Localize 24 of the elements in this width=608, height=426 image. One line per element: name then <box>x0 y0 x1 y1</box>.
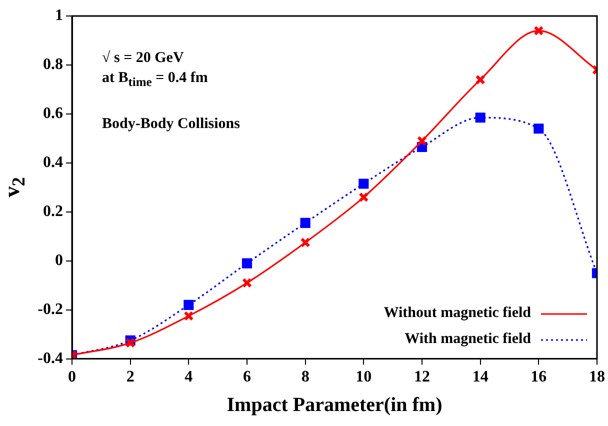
x-axis-title: Impact Parameter(in fm) <box>226 394 442 416</box>
x-tick-label: 4 <box>184 368 193 386</box>
x-tick-label: 14 <box>472 368 488 386</box>
x-tick-label: 6 <box>243 368 251 386</box>
x-tick-label: 2 <box>126 368 134 386</box>
x-tick-label: 8 <box>301 368 310 386</box>
annotation: at B$_{time}$ = 0.4 fm <box>102 70 208 90</box>
x-tick-label: 12 <box>414 368 430 386</box>
x-tick-label: 0 <box>68 368 76 386</box>
annotation: √ s = 20 GeV <box>102 50 184 67</box>
legend-label: Without magnetic field <box>384 305 531 322</box>
y-tick-label: -0.2 <box>38 300 63 318</box>
y-tick-label: 1 <box>55 7 63 24</box>
x-tick-label: 18 <box>589 368 605 386</box>
y-tick-label: 0 <box>55 252 63 269</box>
x-tick-label: 16 <box>530 368 547 386</box>
y-tick-label: -0.4 <box>38 350 63 367</box>
y-tick-label: 0.8 <box>43 56 63 74</box>
legend-label: With magnetic field <box>404 331 531 348</box>
y-tick-label: 0.6 <box>43 105 63 122</box>
y-tick-label: 0.4 <box>43 154 63 172</box>
x-tick-label: 10 <box>356 368 372 386</box>
y-tick-label: 0.2 <box>43 203 63 220</box>
annotation: Body-Body Collisions <box>102 116 240 133</box>
